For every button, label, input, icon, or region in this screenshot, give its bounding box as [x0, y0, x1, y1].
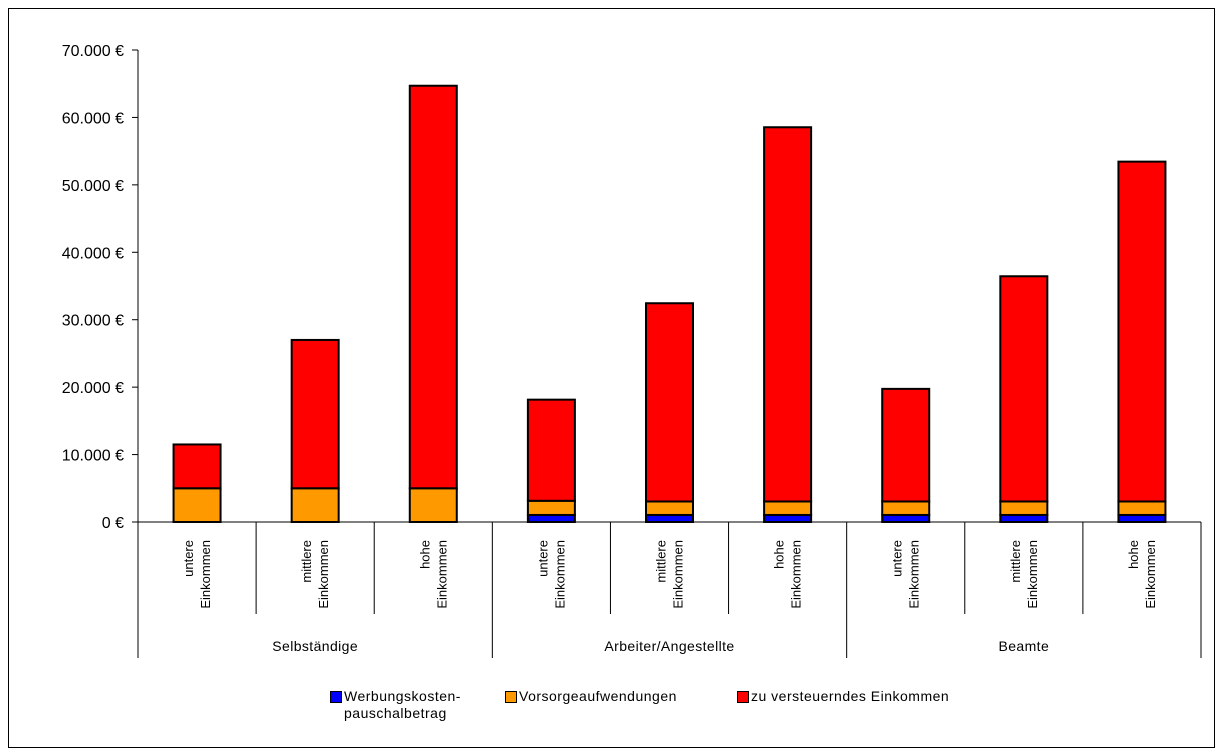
bar-einkommen	[763, 126, 813, 503]
category-label: mittlere Einkommen	[1008, 540, 1040, 609]
category-label-line: Einkommen	[316, 540, 331, 609]
bar-einkommen	[172, 443, 222, 490]
category-label-line: Einkommen	[198, 540, 213, 609]
bar-werbungskosten	[526, 513, 576, 523]
group-label: Beamte	[999, 638, 1050, 654]
legend-label-werbungskosten-line2: pauschalbetrag	[344, 705, 447, 721]
y-tick-label: 50.000 €	[62, 178, 124, 195]
bar-einkommen	[645, 302, 694, 503]
group-label: Arbeiter/Angestellte	[604, 638, 734, 654]
category-label-line: untere	[535, 540, 550, 577]
category-label-line: untere	[890, 540, 905, 577]
y-tick-label: 0 €	[102, 515, 124, 532]
bar-vorsorge	[1117, 500, 1167, 516]
legend-item-einkommen: zu versteuerndes Einkommen	[737, 688, 949, 705]
bar-werbungskosten	[645, 513, 694, 523]
y-tick-label: 70.000 €	[62, 43, 124, 60]
legend-item-vorsorge: Vorsorgeaufwendungen	[505, 688, 677, 705]
category-label: untere Einkommen	[535, 540, 567, 609]
category-label: hohe Einkommen	[1126, 540, 1158, 609]
bar-vorsorge	[290, 487, 340, 523]
legend-swatch-vorsorge	[505, 691, 517, 703]
bar-werbungskosten	[1117, 513, 1167, 523]
y-tick-label: 10.000 €	[62, 448, 124, 465]
bar-werbungskosten	[881, 513, 931, 523]
legend-label-werbungskosten-line1: Werbungskosten-	[344, 688, 461, 704]
bar-vorsorge	[645, 500, 694, 516]
bar-vorsorge	[172, 487, 222, 523]
bar-werbungskosten	[763, 513, 813, 523]
category-label: untere Einkommen	[890, 540, 922, 609]
legend-label-einkommen: zu versteuerndes Einkommen	[751, 688, 950, 704]
category-label: untere Einkommen	[181, 540, 213, 609]
category-label: mittlere Einkommen	[654, 540, 686, 609]
group-label: Selbständige	[272, 638, 358, 654]
legend-item-werbungskosten: Werbungskosten- pauschalbetrag	[330, 688, 461, 722]
category-label: mittlere Einkommen	[299, 540, 331, 609]
y-tick-label: 60.000 €	[62, 110, 124, 127]
bar-einkommen	[999, 275, 1049, 503]
bar-vorsorge	[999, 500, 1049, 516]
bar-vorsorge	[408, 487, 458, 523]
bar-einkommen	[408, 84, 458, 490]
bar-vorsorge	[881, 500, 931, 516]
category-label-line: Einkommen	[1143, 540, 1158, 609]
category-label: hohe Einkommen	[417, 540, 449, 609]
category-label-line: Einkommen	[789, 540, 804, 609]
category-label: hohe Einkommen	[772, 540, 804, 609]
legend-label-vorsorge: Vorsorgeaufwendungen	[519, 688, 677, 704]
y-tick-label: 30.000 €	[62, 313, 124, 330]
legend-swatch-einkommen	[737, 691, 749, 703]
bar-einkommen	[881, 387, 931, 503]
category-label-line: mittlere	[1008, 540, 1023, 583]
bar-vorsorge	[763, 500, 813, 516]
bar-werbungskosten	[999, 513, 1049, 523]
category-label-line: hohe	[417, 540, 432, 569]
category-label-line: Einkommen	[1025, 540, 1040, 609]
bar-vorsorge	[526, 499, 576, 516]
category-label-line: hohe	[772, 540, 787, 569]
category-label-line: untere	[181, 540, 196, 577]
bar-einkommen	[290, 338, 340, 490]
category-label-line: hohe	[1126, 540, 1141, 569]
category-label-line: mittlere	[654, 540, 669, 583]
category-label-line: Einkommen	[907, 540, 922, 609]
category-label-line: mittlere	[299, 540, 314, 583]
bar-einkommen	[1117, 160, 1167, 503]
category-label-line: Einkommen	[552, 540, 567, 609]
legend-swatch-werbungskosten	[330, 691, 342, 703]
bar-einkommen	[526, 398, 576, 502]
category-label-line: Einkommen	[434, 540, 449, 609]
category-label-line: Einkommen	[671, 540, 686, 609]
y-tick-label: 20.000 €	[62, 380, 124, 397]
y-tick-label: 40.000 €	[62, 245, 124, 262]
